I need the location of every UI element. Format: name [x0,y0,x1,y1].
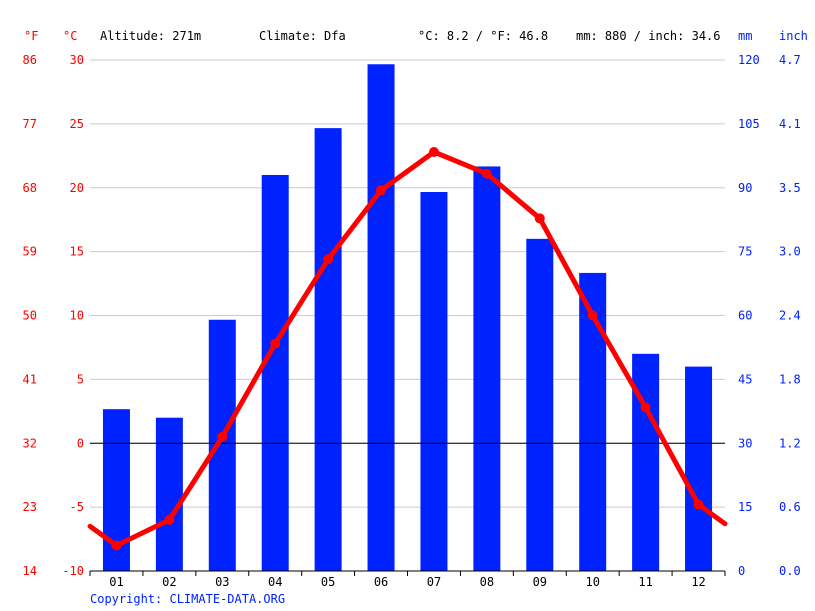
precipitation-bar-10 [579,272,607,571]
precipitation-bar-12 [685,366,713,571]
mm-tick-label: 90 [738,181,752,195]
gridlines [90,59,725,508]
celsius-tick-label: 25 [70,117,84,131]
mm-tick-label: 0 [738,564,745,578]
axis-labels: 14 23 32 41 50 59 68 77 86 -10 -5 0 5 10 15 20 25 30 0 15 30… [23,53,801,578]
temperature-point-08 [481,168,492,179]
inch-tick-label: 1.8 [779,372,801,386]
temperature-point-02 [164,514,175,525]
temperature-point-03 [217,431,228,442]
fahrenheit-tick-label: 86 [23,53,37,67]
temperature-point-09 [534,213,545,224]
fahrenheit-tick-label: 32 [23,436,37,450]
climate-label: Climate: Dfa [259,29,346,43]
month-label-07: 07 [427,575,441,589]
inch-tick-label: 0.0 [779,564,801,578]
month-label-05: 05 [321,575,335,589]
precipitation-bar-04 [261,174,289,571]
fahrenheit-tick-label: 50 [23,309,37,323]
fahrenheit-tick-label: 59 [23,245,37,259]
celsius-tick-label: -10 [62,564,84,578]
unit-celsius-label: °C [63,29,77,43]
precipitation-bar-05 [314,128,342,571]
fahrenheit-tick-label: 14 [23,564,37,578]
precipitation-bar-07 [420,192,448,571]
inch-tick-label: 4.7 [779,53,801,67]
total-precipitation-label: mm: 880 / inch: 34.6 [576,29,721,43]
precipitation-bar-03 [208,319,236,571]
month-label-09: 09 [533,575,547,589]
fahrenheit-tick-label: 23 [23,500,37,514]
inch-tick-label: 3.0 [779,245,801,259]
temperature-line-group [87,146,728,551]
unit-inch-label: inch [779,29,808,43]
mm-tick-label: 105 [738,117,760,131]
month-label-08: 08 [480,575,494,589]
month-label-02: 02 [162,575,176,589]
month-label-01: 01 [109,575,123,589]
temperature-point-06 [376,185,387,196]
mm-tick-label: 30 [738,436,752,450]
mm-tick-label: 45 [738,372,752,386]
temperature-point-01 [111,540,122,551]
inch-tick-label: 1.2 [779,436,801,450]
fahrenheit-tick-label: 41 [23,372,37,386]
copyright-text: Copyright: CLIMATE-DATA.ORG [90,592,285,606]
temperature-point-12 [693,499,704,510]
temperature-point-05 [323,254,334,265]
unit-fahrenheit-label: °F [24,29,38,43]
inch-tick-label: 0.6 [779,500,801,514]
precipitation-bar-08 [473,166,501,572]
month-axis: 01 02 03 04 05 06 07 08 09 10 11 12 [89,570,726,589]
celsius-tick-label: 15 [70,245,84,259]
temperature-point-04 [270,338,281,349]
celsius-tick-label: 0 [77,436,84,450]
inch-tick-label: 4.1 [779,117,801,131]
month-label-12: 12 [691,575,705,589]
mm-tick-label: 60 [738,309,752,323]
altitude-label: Altitude: 271m [100,29,201,43]
fahrenheit-tick-label: 68 [23,181,37,195]
month-label-06: 06 [374,575,388,589]
celsius-tick-label: 5 [77,372,84,386]
temperature-point-07 [428,146,439,157]
fahrenheit-tick-label: 77 [23,117,37,131]
average-temperature-label: °C: 8.2 / °F: 46.8 [418,29,548,43]
celsius-tick-label: -5 [70,500,84,514]
mm-tick-label: 15 [738,500,752,514]
celsius-tick-label: 30 [70,53,84,67]
celsius-tick-label: 20 [70,181,84,195]
month-label-03: 03 [215,575,229,589]
precipitation-bars [102,64,713,572]
inch-tick-label: 3.5 [779,181,801,195]
mm-tick-label: 120 [738,53,760,67]
month-label-11: 11 [638,575,652,589]
precipitation-bar-02 [155,417,183,571]
temperature-line [87,149,728,548]
mm-tick-label: 75 [738,245,752,259]
month-label-04: 04 [268,575,282,589]
temperature-point-10 [587,310,598,321]
celsius-tick-label: 10 [70,309,84,323]
inch-tick-label: 2.4 [779,309,801,323]
temperature-point-11 [640,402,651,413]
unit-mm-label: mm [738,29,752,43]
precipitation-bar-09 [526,238,554,571]
precipitation-bar-06 [367,64,395,571]
month-label-10: 10 [585,575,599,589]
